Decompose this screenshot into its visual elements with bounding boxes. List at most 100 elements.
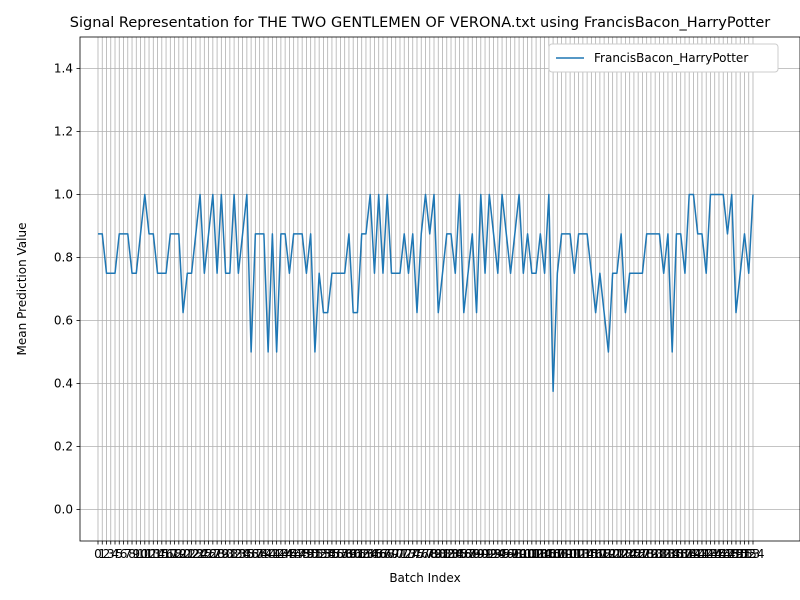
x-tick-label: 77 bbox=[418, 547, 433, 561]
x-gridlines bbox=[97, 37, 754, 541]
x-tick-label: 64 bbox=[363, 547, 378, 561]
y-tick-label: 0.6 bbox=[54, 314, 73, 328]
y-axis-ticks: 0.0 0.2 0.4 0.6 0.8 1.0 1.2 1.4 bbox=[54, 62, 80, 517]
x-tick-label: 47 bbox=[290, 547, 305, 561]
x-tick-label: 11 bbox=[137, 547, 152, 561]
x-tick-label: 58 bbox=[337, 547, 352, 561]
x-tick-label: 7 bbox=[124, 547, 132, 561]
x-tick-label: 123 bbox=[610, 547, 633, 561]
x-tick-label: 96 bbox=[499, 547, 514, 561]
legend: FrancisBacon_HarryPotter bbox=[548, 43, 779, 73]
x-tick-label: 129 bbox=[635, 547, 658, 561]
x-tick-label: 89 bbox=[469, 547, 484, 561]
x-tick-label: 93 bbox=[486, 547, 501, 561]
x-tick-label: 92 bbox=[482, 547, 497, 561]
x-tick-label: 5 bbox=[115, 547, 123, 561]
x-tick-label: 28 bbox=[209, 547, 224, 561]
x-tick-label: 20 bbox=[175, 547, 190, 561]
x-tick-label: 83 bbox=[443, 547, 458, 561]
x-tick-label: 75 bbox=[409, 547, 424, 561]
x-tick-label: 10 bbox=[133, 547, 148, 561]
x-tick-label: 98 bbox=[507, 547, 522, 561]
x-tick-label: 132 bbox=[648, 547, 671, 561]
x-tick-label: 124 bbox=[614, 547, 637, 561]
x-tick-label: 150 bbox=[725, 547, 748, 561]
x-tick-label: 101 bbox=[516, 547, 539, 561]
y-tick-label: 0.8 bbox=[54, 251, 73, 265]
x-tick-label: 154 bbox=[742, 547, 765, 561]
x-tick-label: 56 bbox=[329, 547, 344, 561]
x-tick-label: 88 bbox=[465, 547, 480, 561]
x-tick-label: 84 bbox=[448, 547, 463, 561]
x-tick-label: 82 bbox=[439, 547, 454, 561]
x-tick-label: 72 bbox=[397, 547, 412, 561]
x-tick-label: 97 bbox=[503, 547, 518, 561]
x-tick-label: 145 bbox=[703, 547, 726, 561]
x-tick-label: 18 bbox=[167, 547, 182, 561]
x-tick-label: 70 bbox=[388, 547, 403, 561]
y-axis-label: Mean Prediction Value bbox=[15, 223, 29, 356]
x-tick-label: 61 bbox=[350, 547, 365, 561]
x-tick-label: 8 bbox=[128, 547, 136, 561]
legend-label: FrancisBacon_HarryPotter bbox=[594, 51, 748, 65]
x-tick-label: 91 bbox=[477, 547, 492, 561]
x-tick-label: 36 bbox=[243, 547, 258, 561]
x-tick-label: 147 bbox=[712, 547, 735, 561]
x-tick-label: 126 bbox=[622, 547, 645, 561]
x-tick-label: 67 bbox=[375, 547, 390, 561]
x-tick-label: 59 bbox=[341, 547, 356, 561]
x-tick-label: 139 bbox=[678, 547, 701, 561]
y-tick-label: 0.0 bbox=[54, 503, 73, 517]
x-tick-label: 39 bbox=[256, 547, 271, 561]
x-tick-label: 78 bbox=[422, 547, 437, 561]
plot-area-frame bbox=[79, 36, 800, 542]
x-tick-label: 122 bbox=[605, 547, 628, 561]
x-tick-label: 23 bbox=[188, 547, 203, 561]
x-tick-label: 107 bbox=[542, 547, 565, 561]
x-tick-label: 31 bbox=[222, 547, 237, 561]
x-tick-label: 34 bbox=[235, 547, 250, 561]
x-tick-label: 55 bbox=[324, 547, 339, 561]
x-tick-label: 127 bbox=[627, 547, 650, 561]
x-tick-label: 135 bbox=[661, 547, 684, 561]
x-tick-label: 136 bbox=[665, 547, 688, 561]
x-tick-label: 102 bbox=[520, 547, 543, 561]
x-axis-ticks: 0123456789101112131415161718192021222324… bbox=[94, 541, 764, 561]
x-tick-label: 114 bbox=[571, 547, 594, 561]
x-tick-label: 116 bbox=[580, 547, 603, 561]
x-tick-label: 46 bbox=[286, 547, 301, 561]
x-tick-label: 151 bbox=[729, 547, 752, 561]
x-tick-label: 60 bbox=[346, 547, 361, 561]
series-line-francisbacon-harrypotter bbox=[98, 193, 754, 393]
x-tick-label: 111 bbox=[559, 547, 582, 561]
x-tick-label: 121 bbox=[601, 547, 624, 561]
x-tick-label: 106 bbox=[537, 547, 560, 561]
x-tick-label: 130 bbox=[639, 547, 662, 561]
x-tick-label: 110 bbox=[554, 547, 577, 561]
x-tick-label: 37 bbox=[248, 547, 263, 561]
x-tick-label: 87 bbox=[460, 547, 475, 561]
x-tick-label: 50 bbox=[303, 547, 318, 561]
x-tick-label: 149 bbox=[720, 547, 743, 561]
x-tick-label: 134 bbox=[656, 547, 679, 561]
x-tick-label: 62 bbox=[354, 547, 369, 561]
x-tick-label: 29 bbox=[214, 547, 229, 561]
x-tick-label: 33 bbox=[231, 547, 246, 561]
y-tick-label: 1.0 bbox=[54, 188, 73, 202]
x-tick-label: 13 bbox=[146, 547, 161, 561]
x-tick-label: 0 bbox=[94, 547, 102, 561]
x-tick-label: 16 bbox=[158, 547, 173, 561]
x-axis-label: Batch Index bbox=[389, 571, 460, 585]
x-tick-label: 133 bbox=[652, 547, 675, 561]
x-tick-label: 1 bbox=[98, 547, 106, 561]
x-tick-label: 85 bbox=[452, 547, 467, 561]
x-tick-label: 54 bbox=[320, 547, 335, 561]
x-tick-label: 65 bbox=[367, 547, 382, 561]
x-tick-label: 146 bbox=[708, 547, 731, 561]
x-tick-label: 100 bbox=[512, 547, 535, 561]
x-tick-label: 63 bbox=[358, 547, 373, 561]
x-tick-label: 118 bbox=[588, 547, 611, 561]
x-tick-label: 141 bbox=[686, 547, 709, 561]
x-tick-label: 53 bbox=[316, 547, 331, 561]
x-tick-label: 115 bbox=[576, 547, 599, 561]
